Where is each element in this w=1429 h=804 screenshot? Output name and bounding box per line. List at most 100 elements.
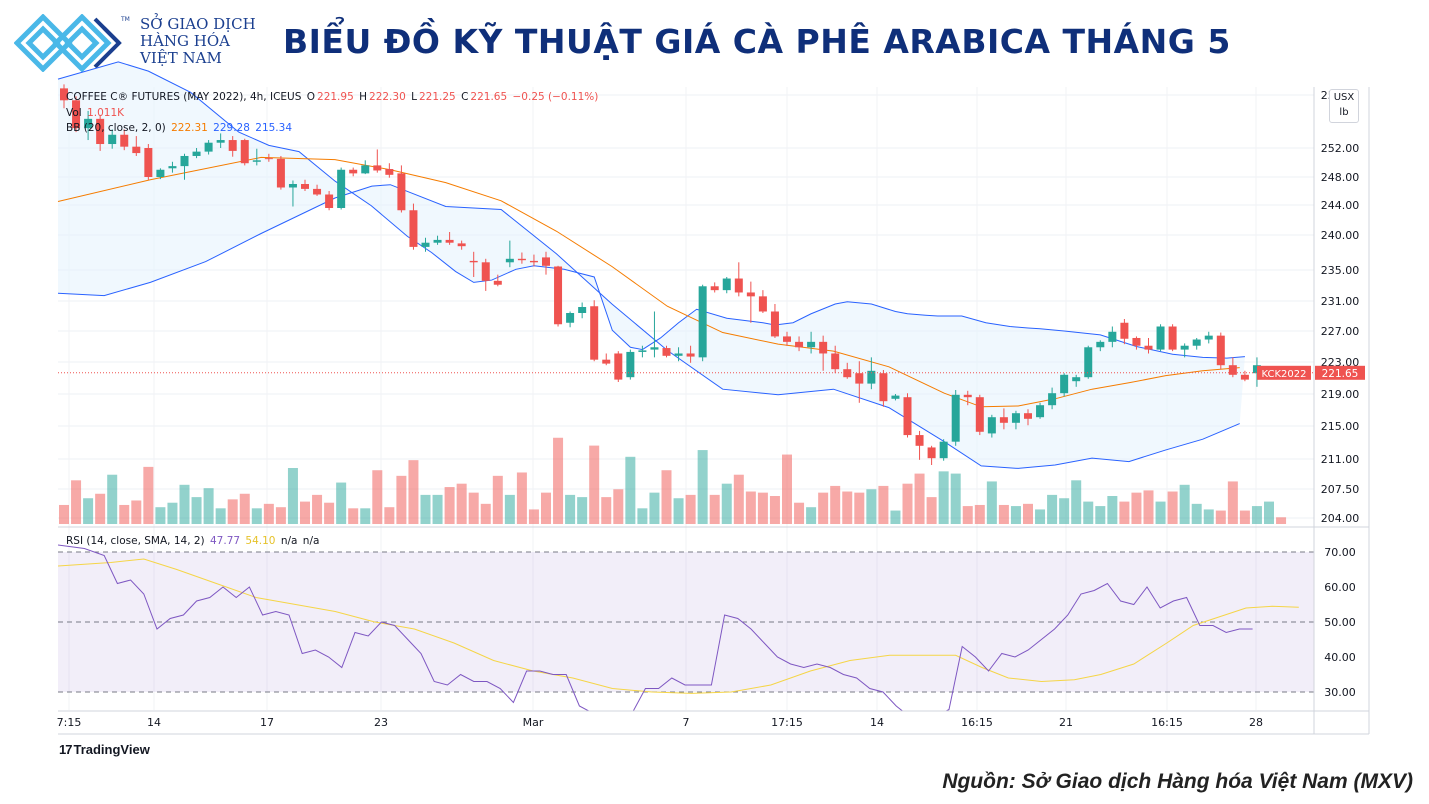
volume-bar [1276, 517, 1287, 524]
volume-bar [143, 466, 154, 524]
price-tick-label: 223.00 [1321, 356, 1360, 369]
candle-body [1192, 339, 1201, 346]
candle-body [276, 158, 285, 188]
candle-body [783, 336, 791, 342]
brand-line-1: SỞ GIAO DỊCH [140, 15, 256, 33]
candle-body [1216, 335, 1225, 366]
volume-bar [1227, 481, 1238, 524]
candle-body [698, 286, 707, 358]
candle-body [385, 169, 394, 175]
candle-body [999, 417, 1008, 423]
candle-body [758, 296, 767, 312]
candle-body [1204, 335, 1213, 340]
volume-bar [408, 460, 419, 524]
bollinger-mid-line [57, 156, 1240, 408]
candle-body [1024, 413, 1032, 419]
candle-body [168, 166, 177, 169]
volume-bar [926, 497, 937, 524]
volume-bar [1023, 503, 1033, 524]
last-price-label: 221.65 [1322, 368, 1359, 380]
unit-currency: USX [1333, 92, 1355, 103]
volume-bar [1095, 506, 1106, 524]
rsi-band-fill [58, 552, 1314, 692]
price-tick-label: 240.00 [1321, 229, 1360, 242]
candle-body [939, 441, 948, 459]
volume-bar [1059, 498, 1070, 524]
legend-rsi-na2: n/a [302, 535, 320, 547]
candle-body [397, 173, 406, 211]
legend-bb-lower: 215.34 [255, 122, 293, 134]
candle-body [987, 417, 996, 434]
time-tick-label: 14 [147, 716, 161, 729]
bollinger-bands [57, 61, 1245, 469]
source-note: Nguồn: Sở Giao dịch Hàng hóa Việt Nam (M… [942, 770, 1413, 793]
volume-bar [480, 503, 491, 524]
price-tick-label: 211.00 [1321, 453, 1360, 466]
candle-body [554, 266, 563, 325]
time-tick-label: 14 [870, 716, 884, 729]
price-tick-label: 207.50 [1321, 483, 1360, 496]
volume-bar [348, 508, 359, 524]
candle-body [529, 260, 538, 263]
price-tick-label: 235.00 [1321, 264, 1360, 277]
volume-bar [782, 454, 792, 524]
candle-body [288, 184, 297, 188]
mxv-logo [14, 14, 122, 72]
unit-selector[interactable]: USX lb [1329, 89, 1359, 123]
legend-h-label: H [359, 91, 368, 103]
unit-measure: lb [1339, 107, 1349, 118]
candle-body [421, 242, 430, 247]
volume-bar [1155, 501, 1166, 524]
candle-body [795, 341, 804, 348]
legend-vol-value: 1.011K [87, 107, 125, 119]
candle-body [313, 188, 322, 195]
time-tick-label: 7 [683, 716, 690, 729]
volume-bar [239, 493, 250, 524]
volume-bar [300, 501, 310, 524]
candle-body [156, 169, 165, 177]
volume-bar [492, 475, 503, 524]
candle-body [1180, 345, 1189, 350]
volume-bar [1203, 509, 1214, 524]
volume-bar [974, 504, 985, 524]
candle-body [746, 292, 755, 297]
volume-bar [432, 494, 443, 524]
rsi-tick-label: 50.00 [1324, 616, 1356, 629]
candle-body [144, 148, 153, 177]
candle-body [120, 134, 129, 147]
volume-bar [1191, 503, 1202, 524]
volume-bar [251, 508, 262, 524]
volume-bar [589, 445, 600, 524]
tradingview-mark-icon: 17 [59, 742, 73, 757]
volume-bar [119, 504, 130, 524]
volume-bar [167, 502, 178, 524]
rsi-tick-label: 70.00 [1324, 546, 1356, 559]
candle-body [192, 151, 201, 156]
candle-body [505, 258, 514, 263]
header: TM SỞ GIAO DỊCH HÀNG HÓA VIỆT NAM BIỂU Đ… [0, 0, 1429, 86]
legend-o-label: O [306, 91, 316, 103]
candle-body [1156, 326, 1165, 350]
price-tick-label: 244.00 [1321, 199, 1360, 212]
volume-bar [275, 507, 286, 524]
axes: 256.00252.00248.00244.00240.00235.00231.… [57, 87, 1370, 735]
candle-body [1228, 365, 1237, 375]
symbol-tag-label: KCK2022 [1262, 369, 1307, 380]
time-tick-label: 17:15 [771, 716, 803, 729]
candle-body [879, 373, 888, 402]
volume-bar [1251, 506, 1262, 524]
volume-bar [215, 508, 226, 524]
legend-volume-row: Vol 1.011K [66, 107, 126, 119]
last-price-tag [1315, 365, 1365, 380]
legend-c-label: C [461, 91, 469, 103]
volume-bar [625, 456, 636, 524]
candle-body [1060, 374, 1069, 394]
volume-bar [962, 506, 973, 524]
volume-bar [263, 503, 274, 524]
trademark: TM [121, 16, 130, 23]
volume-bar [336, 482, 347, 524]
candle-body [1120, 322, 1129, 339]
rsi-line [58, 544, 1253, 711]
symbol-tag [1257, 365, 1311, 380]
